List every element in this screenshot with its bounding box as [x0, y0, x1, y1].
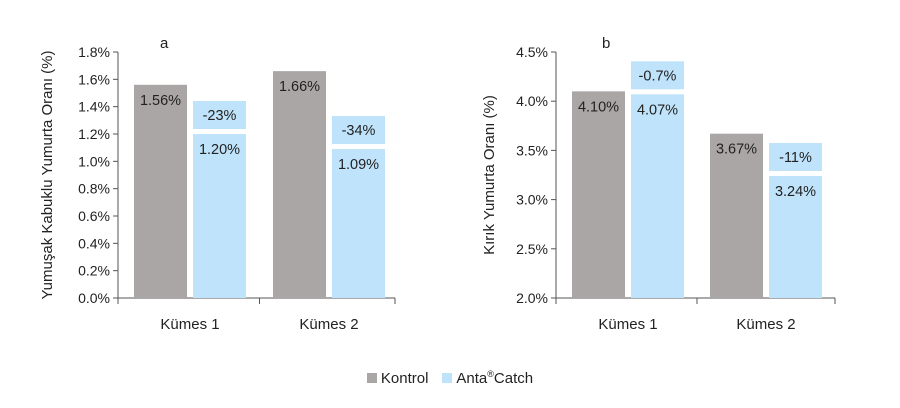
- y-tick-label-a-3: 0.6%: [78, 208, 110, 224]
- y-tick-label-b-3: 3.5%: [516, 142, 548, 158]
- change-label-a-0: -23%: [203, 108, 237, 124]
- bar-antacatch-b-0: [631, 94, 684, 298]
- x-category-label-a-1: Kümes 2: [299, 316, 358, 333]
- y-tick-label-a-1: 0.2%: [78, 263, 110, 279]
- change-badge-b-0: [631, 61, 684, 90]
- y-tick-label-a-4: 0.8%: [78, 181, 110, 197]
- bar-antacatch-a-1: [332, 149, 385, 298]
- legend-label-kontrol: Kontrol: [380, 369, 429, 387]
- legend-swatch-antacatch: [442, 373, 453, 383]
- panel-label-a: a: [160, 35, 169, 52]
- y-tick-label-a-5: 1.0%: [78, 153, 110, 169]
- y-axis-title-a: Yumuşak Kabuklu Yumurta Oranı (%): [39, 50, 56, 299]
- change-badge-a-0: [193, 101, 246, 129]
- legend-swatch-kontrol: [366, 373, 377, 383]
- data-label-antacatch-a-0: 1.20%: [199, 142, 240, 158]
- change-badge-b-1: [769, 142, 822, 171]
- bar-antacatch-a-0: [193, 134, 246, 298]
- chart-canvas: a Yumuşak Kabuklu Yumurta Oranı (%) 0.0% 0.…: [39, 35, 836, 333]
- x-category-label-b-0: Kümes 1: [598, 316, 657, 333]
- panel-label-b: b: [602, 35, 610, 52]
- data-label-kontrol-b-1: 3.67%: [716, 142, 757, 158]
- legend-item-kontrol: Kontrol: [366, 369, 429, 387]
- data-label-kontrol-b-0: 4.10%: [578, 99, 619, 115]
- change-label-a-1: -34%: [342, 123, 376, 139]
- bar-antacatch-b-1: [769, 175, 822, 298]
- change-label-b-0: -0.7%: [639, 68, 677, 84]
- y-tick-label-a-2: 0.4%: [78, 235, 110, 251]
- change-badge-a-1: [332, 116, 385, 145]
- y-tick-label-b-5: 4.5%: [516, 44, 548, 60]
- y-tick-label-b-0: 2.0%: [516, 290, 548, 306]
- change-label-b-1: -11%: [779, 150, 812, 166]
- data-label-kontrol-a-0: 1.56%: [140, 93, 181, 109]
- chart-legend: Kontrol Anta®Catch: [0, 369, 900, 387]
- y-tick-label-a-0: 0.0%: [78, 290, 110, 306]
- data-label-kontrol-a-1: 1.66%: [279, 79, 320, 95]
- bar-kontrol-a-0: [134, 84, 187, 298]
- legend-label-antacatch: Anta®Catch: [456, 369, 534, 387]
- bar-kontrol-a-1: [273, 71, 326, 298]
- legend-item-antacatch: Anta®Catch: [442, 369, 533, 387]
- bar-kontrol-b-0: [572, 91, 625, 298]
- y-tick-label-b-2: 3.0%: [516, 192, 548, 208]
- y-tick-label-b-1: 2.5%: [516, 241, 548, 257]
- data-label-antacatch-a-1: 1.09%: [338, 157, 379, 173]
- data-label-antacatch-b-1: 3.24%: [775, 184, 816, 200]
- y-tick-label-a-7: 1.4%: [78, 99, 110, 115]
- y-tick-label-b-4: 4.0%: [516, 93, 548, 109]
- x-category-label-b-1: Kümes 2: [736, 316, 795, 333]
- data-label-antacatch-b-0: 4.07%: [637, 102, 678, 118]
- y-tick-label-a-9: 1.8%: [78, 44, 110, 60]
- y-tick-label-a-6: 1.2%: [78, 126, 110, 142]
- y-axis-title-b: Kırık Yumurta Oranı (%): [481, 95, 498, 255]
- bar-kontrol-b-1: [710, 133, 763, 298]
- y-tick-label-a-8: 1.6%: [78, 71, 110, 87]
- x-category-label-a-0: Kümes 1: [160, 316, 219, 333]
